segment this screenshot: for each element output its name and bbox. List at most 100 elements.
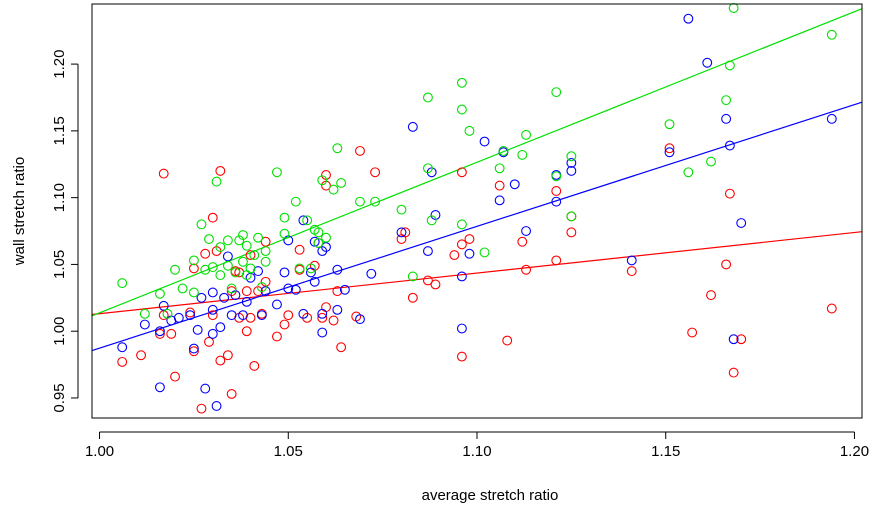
data-point: [683, 167, 694, 178]
data-point: [219, 292, 230, 303]
data-point: [196, 292, 207, 303]
data-point: [294, 244, 305, 255]
data-point: [400, 227, 411, 238]
data-point: [154, 382, 165, 393]
data-point: [290, 284, 301, 295]
data-point: [566, 151, 577, 162]
data-point: [396, 204, 407, 215]
data-point: [136, 350, 147, 361]
data-point: [222, 350, 233, 361]
y-tick-label: 1.15: [51, 116, 68, 145]
data-point: [196, 219, 207, 230]
data-point: [464, 125, 475, 136]
data-point: [456, 351, 467, 362]
data-point: [430, 210, 441, 220]
data-point: [279, 212, 290, 223]
data-point: [166, 328, 177, 339]
data-point: [207, 287, 218, 298]
data-point: [279, 319, 290, 330]
data-point: [456, 239, 467, 250]
data-point: [317, 175, 328, 186]
data-point: [260, 246, 271, 257]
y-axis: 0.95 1.00 1.05 1.10 1.15 1.20: [51, 49, 79, 413]
data-point: [336, 342, 347, 353]
data-point: [456, 219, 467, 230]
data-point: [422, 246, 433, 257]
data-point: [196, 403, 207, 414]
data-point: [826, 303, 837, 314]
data-point: [456, 271, 467, 282]
data-point: [321, 180, 331, 191]
data-point: [464, 234, 475, 244]
data-point: [207, 212, 218, 223]
fit-line-2: [91, 8, 863, 317]
data-point: [479, 247, 490, 258]
data-point: [222, 235, 233, 246]
data-point: [260, 256, 271, 267]
x-tick-label: 1.15: [651, 443, 680, 460]
data-point: [241, 296, 252, 307]
data-point: [256, 310, 267, 321]
data-point: [464, 248, 475, 259]
data-point: [407, 271, 418, 282]
data-point: [321, 169, 331, 180]
data-point: [728, 3, 739, 13]
data-point: [249, 250, 260, 261]
data-point: [422, 92, 433, 103]
data-point: [313, 238, 324, 249]
data-point: [721, 95, 732, 106]
data-point: [226, 283, 237, 294]
data-point: [204, 234, 214, 244]
data-point: [724, 60, 735, 71]
data-point: [222, 260, 233, 271]
data-point: [328, 315, 339, 326]
data-point: [249, 360, 260, 371]
data-point: [706, 290, 716, 301]
data-point: [721, 259, 732, 270]
data-point: [736, 334, 747, 345]
data-point: [355, 196, 365, 207]
x-tick-label: 1.20: [840, 443, 869, 460]
data-point: [211, 176, 222, 187]
data-point: [170, 264, 180, 275]
data-point: [207, 310, 218, 321]
data-point: [207, 304, 218, 315]
data-point: [736, 218, 747, 228]
data-point: [336, 178, 347, 188]
data-point: [687, 327, 698, 338]
x-axis: 1.00 1.05 1.10 1.15 1.20: [85, 431, 869, 460]
data-point: [517, 236, 528, 247]
data-point: [328, 184, 339, 195]
data-point: [494, 163, 505, 174]
data-point: [551, 186, 562, 196]
data-point: [279, 228, 290, 239]
data-point: [253, 232, 264, 243]
data-point: [139, 308, 150, 319]
data-point: [370, 167, 381, 178]
data-point: [521, 129, 532, 140]
data-point: [826, 29, 837, 40]
y-tick-label: 1.00: [51, 317, 68, 346]
data-points: [117, 3, 837, 414]
data-point: [664, 147, 675, 158]
data-point: [728, 334, 739, 345]
data-point: [479, 136, 490, 147]
data-point: [215, 242, 226, 253]
data-point: [566, 157, 577, 168]
data-point: [721, 113, 732, 124]
data-point: [494, 180, 505, 191]
data-point: [422, 163, 433, 174]
y-tick-label: 1.20: [51, 49, 68, 78]
y-tick-label: 1.05: [51, 250, 68, 279]
data-point: [683, 13, 694, 24]
data-point: [366, 268, 377, 279]
data-point: [272, 167, 282, 178]
data-point: [158, 300, 169, 311]
data-point: [226, 389, 237, 399]
data-point: [290, 196, 301, 207]
data-point: [283, 283, 294, 294]
data-point: [566, 227, 577, 238]
data-point: [241, 326, 252, 337]
data-point: [215, 322, 226, 333]
